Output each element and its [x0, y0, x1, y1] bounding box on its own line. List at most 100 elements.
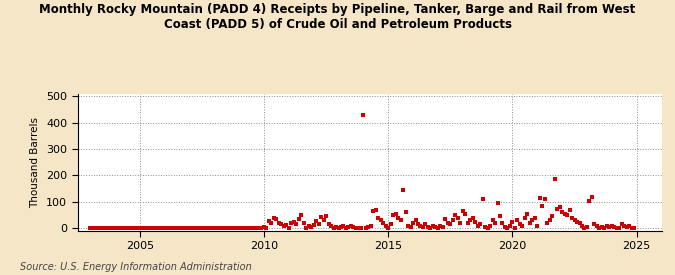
- Point: [323, 221, 334, 226]
- Point: [609, 225, 620, 229]
- Point: [572, 219, 583, 224]
- Point: [535, 196, 545, 200]
- Point: [554, 205, 565, 209]
- Point: [164, 226, 175, 230]
- Point: [333, 226, 344, 230]
- Point: [226, 226, 237, 230]
- Point: [105, 226, 115, 230]
- Point: [387, 213, 398, 217]
- Point: [527, 218, 538, 223]
- Point: [229, 226, 240, 230]
- Point: [288, 219, 299, 224]
- Point: [621, 225, 632, 229]
- Point: [149, 226, 160, 230]
- Point: [420, 222, 431, 227]
- Point: [328, 226, 339, 230]
- Point: [157, 226, 167, 230]
- Point: [455, 221, 466, 225]
- Point: [383, 226, 394, 230]
- Point: [142, 226, 153, 230]
- Point: [442, 221, 453, 225]
- Point: [179, 226, 190, 230]
- Point: [338, 224, 349, 228]
- Point: [318, 218, 329, 222]
- Point: [403, 224, 414, 228]
- Point: [221, 226, 232, 230]
- Point: [452, 216, 463, 220]
- Point: [192, 226, 202, 230]
- Point: [569, 218, 580, 223]
- Point: [90, 226, 101, 230]
- Point: [224, 226, 235, 230]
- Point: [532, 224, 543, 228]
- Point: [350, 226, 361, 230]
- Point: [405, 225, 416, 229]
- Point: [614, 226, 624, 230]
- Point: [152, 226, 163, 230]
- Point: [425, 226, 436, 230]
- Point: [211, 226, 222, 230]
- Point: [412, 222, 423, 227]
- Point: [517, 224, 528, 228]
- Point: [189, 226, 200, 230]
- Point: [341, 226, 352, 230]
- Point: [256, 226, 267, 230]
- Point: [171, 226, 182, 230]
- Point: [232, 226, 242, 230]
- Point: [119, 226, 130, 230]
- Point: [427, 224, 438, 228]
- Point: [604, 225, 615, 229]
- Point: [510, 226, 520, 230]
- Point: [99, 226, 110, 230]
- Point: [281, 223, 292, 227]
- Point: [450, 213, 460, 217]
- Point: [182, 226, 192, 230]
- Point: [353, 226, 364, 230]
- Point: [134, 226, 145, 230]
- Point: [296, 213, 306, 217]
- Point: [512, 218, 523, 223]
- Point: [167, 226, 178, 230]
- Point: [629, 226, 640, 230]
- Point: [574, 221, 585, 225]
- Point: [393, 216, 404, 220]
- Point: [492, 201, 503, 205]
- Point: [489, 221, 500, 225]
- Point: [497, 221, 508, 225]
- Point: [273, 221, 284, 225]
- Point: [137, 226, 148, 230]
- Point: [551, 206, 562, 211]
- Point: [308, 223, 319, 227]
- Point: [539, 197, 550, 202]
- Point: [437, 225, 448, 229]
- Point: [375, 218, 386, 223]
- Point: [520, 216, 531, 220]
- Y-axis label: Thousand Barrels: Thousand Barrels: [30, 117, 40, 208]
- Point: [440, 217, 451, 221]
- Point: [204, 226, 215, 230]
- Point: [239, 226, 250, 230]
- Point: [619, 224, 630, 228]
- Point: [363, 225, 374, 229]
- Point: [495, 214, 506, 219]
- Point: [584, 198, 595, 203]
- Point: [97, 226, 108, 230]
- Point: [460, 212, 470, 216]
- Point: [154, 226, 165, 230]
- Point: [579, 226, 590, 230]
- Point: [591, 224, 602, 228]
- Point: [348, 225, 359, 229]
- Point: [95, 226, 105, 230]
- Point: [303, 224, 314, 229]
- Point: [396, 218, 406, 223]
- Point: [448, 218, 458, 223]
- Point: [482, 226, 493, 230]
- Point: [184, 226, 195, 230]
- Point: [127, 226, 138, 230]
- Point: [430, 225, 441, 229]
- Point: [124, 226, 135, 230]
- Point: [244, 226, 254, 230]
- Point: [547, 214, 558, 219]
- Point: [418, 225, 429, 229]
- Point: [310, 219, 321, 223]
